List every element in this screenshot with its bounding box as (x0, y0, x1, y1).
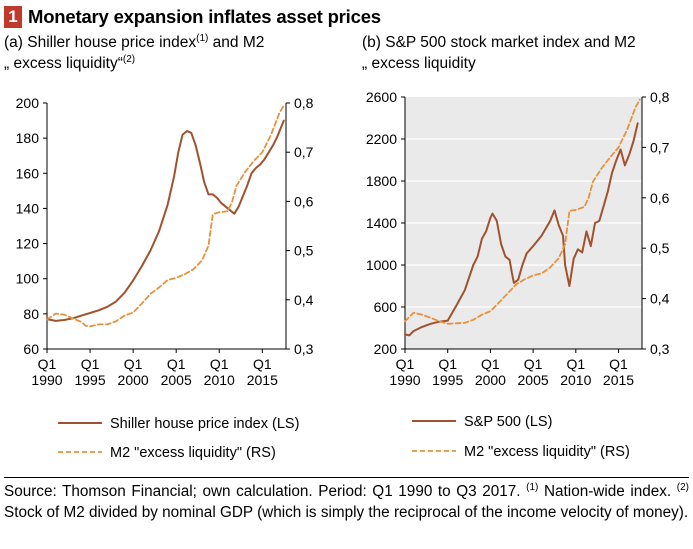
y-left-tick-label: 120 (16, 236, 40, 252)
figure-title-row: 1 Monetary expansion inflates asset pric… (4, 4, 381, 30)
x-tick-label-year: 1990 (31, 372, 62, 388)
x-tick-label-quarter: Q1 (38, 356, 57, 372)
series-line-m2 (46, 104, 285, 328)
chart-panel-a: 60 80 100 120 140 160 180 200 0,3 0,4 0,5 0,6 0,7 0,8… (16, 95, 314, 461)
y-right-tick-label: 0,8 (650, 89, 670, 105)
y-left-tick-label: 140 (16, 200, 40, 216)
x-tick-label-year: 2015 (247, 372, 278, 388)
panel-a-subtitle: (a) Shiller house price index(1) and M2 … (4, 32, 334, 74)
y-left-tick-label: 2600 (366, 89, 397, 105)
y-left-tick-label: 200 (374, 341, 398, 357)
series-line-m2 (404, 98, 641, 325)
y-right-tick-label: 0,4 (294, 292, 314, 308)
y-right-tick-label: 0,7 (650, 139, 670, 155)
x-tick-label-year: 2005 (518, 372, 549, 388)
y-right-tick-label: 0,5 (294, 243, 314, 259)
x-tick-label-quarter: Q1 (566, 356, 585, 372)
y-left-tick-label: 2200 (366, 131, 397, 147)
series-line-primary (46, 119, 285, 322)
x-tick-label-quarter: Q1 (438, 356, 457, 372)
y-right-tick-label: 0,7 (294, 144, 314, 160)
panel-b-subtitle: (b) S&P 500 stock market index and M2 „ … (362, 32, 692, 74)
legend-label: S&P 500 (LS) (464, 414, 552, 430)
panel-a-subtitle-text: (a) Shiller house price index (4, 34, 197, 51)
y-left-tick-label: 200 (16, 95, 40, 111)
x-tick-label-quarter: Q1 (481, 356, 500, 372)
y-right-tick-label: 0,4 (650, 291, 670, 307)
x-tick-label-year: 1995 (74, 372, 105, 388)
panel-a-footnote-ref-2: (2) (122, 54, 136, 65)
y-left-tick-label: 1800 (366, 173, 397, 189)
y-left-tick-label: 1000 (366, 257, 397, 273)
source-footnote-ref-2: (2) (676, 482, 690, 493)
series-line-primary (404, 122, 639, 337)
source-text-a: Source: Thomson Financial; own calculati… (4, 483, 527, 500)
x-tick-label-year: 1990 (389, 372, 420, 388)
panel-a-subtitle-mid: and M2 (208, 34, 265, 51)
x-tick-label-quarter: Q1 (210, 356, 229, 372)
y-right-tick-label: 0,5 (650, 240, 670, 256)
source-note: Source: Thomson Financial; own calculati… (4, 481, 689, 523)
panel-a-footnote-ref-1: (1) (196, 33, 209, 44)
x-tick-label-year: 2010 (204, 372, 235, 388)
panel-b-subtitle-line2: „ excess liquidity (362, 55, 476, 72)
source-divider (4, 477, 689, 478)
y-right-tick-label: 0,3 (294, 341, 314, 357)
x-tick-label-quarter: Q1 (81, 356, 100, 372)
x-tick-label-quarter: Q1 (524, 356, 543, 372)
y-left-tick-label: 80 (23, 306, 39, 322)
x-tick-label-year: 1995 (432, 372, 463, 388)
x-tick-label-year: 2000 (475, 372, 506, 388)
x-tick-label-year: 2000 (118, 372, 149, 388)
x-tick-label-year: 2015 (603, 372, 634, 388)
y-right-tick-label: 0,8 (294, 95, 314, 111)
y-right-tick-label: 0,3 (650, 341, 670, 357)
chart-panel-b: 200 600 1000 1400 1800 2200 2600 0,3 0,4 0,5 0,6 0,… (366, 89, 670, 460)
x-tick-label-quarter: Q1 (124, 356, 143, 372)
figure-title: Monetary expansion inflates asset prices (28, 6, 381, 27)
x-tick-label-quarter: Q1 (253, 356, 272, 372)
x-tick-label-year: 2010 (560, 372, 591, 388)
y-left-tick-label: 160 (16, 165, 40, 181)
source-text-c: Stock of M2 divided by nominal GDP (whic… (4, 504, 689, 521)
x-tick-label-quarter: Q1 (609, 356, 628, 372)
x-tick-label-year: 2005 (161, 372, 192, 388)
source-footnote-ref-1: (1) (526, 482, 539, 493)
legend-label: M2 "excess liquidity" (RS) (464, 444, 630, 460)
y-left-tick-label: 600 (374, 299, 398, 315)
y-left-tick-label: 60 (23, 341, 39, 357)
y-right-tick-label: 0,6 (650, 190, 670, 206)
y-left-tick-label: 100 (16, 271, 40, 287)
y-right-tick-label: 0,6 (294, 193, 314, 209)
x-tick-label-quarter: Q1 (396, 356, 415, 372)
x-tick-label-quarter: Q1 (167, 356, 186, 372)
y-left-tick-label: 1400 (366, 215, 397, 231)
legend-label: M2 "excess liquidity" (RS) (110, 445, 276, 461)
legend-label: Shiller house price index (LS) (110, 416, 299, 432)
source-text-b: Nation-wide index. (538, 483, 677, 500)
y-left-tick-label: 180 (16, 130, 40, 146)
panel-b-subtitle-text: (b) S&P 500 stock market index and M2 (362, 34, 636, 51)
panel-a-subtitle-line2: „ excess liquidity“ (4, 55, 123, 72)
figure-number-badge: 1 (4, 6, 22, 28)
